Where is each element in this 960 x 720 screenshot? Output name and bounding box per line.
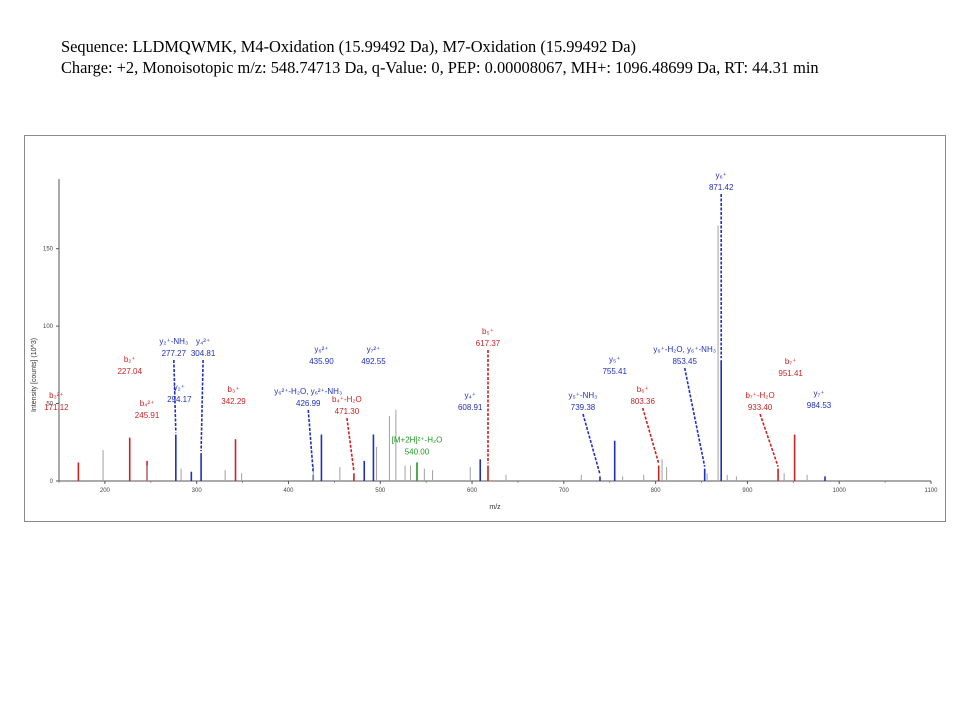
ion-mz-label: 853.45 <box>672 357 697 366</box>
ion-label: b₇⁺-H₂O <box>745 391 774 400</box>
ion-mz-label: 435.90 <box>309 357 334 366</box>
ion-label: y₄⁺ <box>464 391 476 400</box>
peak-annotation: y₆²⁺ 435.90 <box>309 345 334 366</box>
ion-mz-label: 245.91 <box>135 411 160 420</box>
ion-mz-label: 304.81 <box>191 349 216 358</box>
peak-annotation: y₂⁺ 294.17 <box>167 383 192 404</box>
ion-mz-label: 951.41 <box>778 369 803 378</box>
x-tick-label: 400 <box>283 488 294 494</box>
ion-label: [M+2H]²⁺-H₂O <box>392 435 443 444</box>
peak-annotation: b₃⁺ 342.29 <box>221 385 246 406</box>
y-tick-label: 100 <box>43 324 54 330</box>
x-tick-label: 700 <box>559 488 570 494</box>
leader-line <box>346 417 355 472</box>
peak-annotation: b₆⁺ 803.36 <box>630 385 655 406</box>
ion-mz-label: 426.99 <box>296 399 321 408</box>
leader-line <box>582 413 601 475</box>
ion-mz-label: 871.42 <box>709 183 734 192</box>
peak-annotation: y₆⁺ 871.42 <box>709 171 734 192</box>
spectrum-header: Sequence: LLDMQWMK, M4-Oxidation (15.994… <box>61 36 819 78</box>
precursor-info: Charge: +2, Monoisotopic m/z: 548.74713 … <box>61 58 819 77</box>
ion-mz-label: 933.40 <box>748 403 773 412</box>
peak-labels: b₃²⁺ 171.12 b₂⁺ 227.04 b₄²⁺ 245.91 y₂⁺-NH₃ 277.… <box>44 171 832 456</box>
x-tick-label: 300 <box>192 488 203 494</box>
ion-mz-label: 617.37 <box>476 339 501 348</box>
peak-annotation: y₆⁺-H₂O, y₆⁺-NH₃ 853.45 <box>653 345 716 366</box>
ion-mz-label: 171.12 <box>44 403 69 412</box>
peak-annotation: y₇²⁺ 492.55 <box>361 345 386 366</box>
x-axis-label: m/z <box>489 504 501 511</box>
ion-label: b₆⁺ <box>637 385 649 394</box>
ion-label: y₂⁺ <box>174 383 185 392</box>
leader-lines <box>173 194 779 475</box>
peak-annotation: b₃²⁺ 171.12 <box>44 391 69 412</box>
y-tick-label: 0 <box>50 479 54 485</box>
ion-label: y₅⁺-NH₃ <box>569 391 598 400</box>
peak-annotation: b₇⁺-H₂O 933.40 <box>745 391 774 412</box>
spectrum-frame: 200 300 400 500 600 700 800 900 1000 1100 0 50 100 15… <box>24 135 946 522</box>
ion-mz-label: 755.41 <box>602 367 627 376</box>
x-tick-label: 200 <box>100 488 111 494</box>
y-tick-label: 50 <box>46 402 53 408</box>
leader-line <box>200 359 204 452</box>
x-tick-label: 1100 <box>925 488 939 494</box>
ion-label: b₄⁺-H₂O <box>332 395 362 404</box>
ion-label: y₆⁺-H₂O, y₆⁺-NH₃ <box>653 345 716 354</box>
peak-annotation: y₆²⁺-H₂O, y₆²⁺-NH₃ 426.99 <box>274 387 342 408</box>
ion-label: y₄²⁺ <box>196 337 210 346</box>
ion-label: b₄²⁺ <box>140 399 155 408</box>
peak-annotation: y₅⁺-NH₃ 739.38 <box>569 391 598 412</box>
ion-mz-label: 227.04 <box>117 367 142 376</box>
y-axis-label: Intensity [counts] (10^3) <box>31 338 38 412</box>
ion-label: y₅⁺ <box>609 355 620 364</box>
x-tick-label: 1000 <box>833 488 847 494</box>
peak-annotation: b₇⁺ 951.41 <box>778 357 803 378</box>
peak-annotation: b₄⁺-H₂O 471.30 <box>332 395 362 416</box>
peak-annotation: b₄²⁺ 245.91 <box>135 399 160 420</box>
ion-mz-label: 984.53 <box>807 401 832 410</box>
peak-annotation: [M+2H]²⁺-H₂O 540.00 <box>392 435 443 456</box>
ion-label: b₅⁺ <box>482 327 494 336</box>
x-tick-label: 900 <box>742 488 753 494</box>
ion-mz-label: 803.36 <box>630 397 655 406</box>
ion-mz-label: 342.29 <box>221 397 246 406</box>
ion-mz-label: 471.30 <box>335 407 360 416</box>
peak-annotation: y₄²⁺ 304.81 <box>191 337 216 358</box>
peak-annotation: b₂⁺ 227.04 <box>117 355 142 376</box>
leader-line <box>307 409 315 473</box>
peak-annotation: y₇⁺ 984.53 <box>807 389 832 410</box>
ion-label: y₇⁺ <box>814 389 825 398</box>
peak-annotation: y₅⁺ 755.41 <box>602 355 627 376</box>
ion-label: y₇²⁺ <box>367 345 381 354</box>
ms2-spectrum-chart: 200 300 400 500 600 700 800 900 1000 1100 0 50 100 15… <box>31 171 938 511</box>
ion-mz-label: 608.91 <box>458 403 483 412</box>
ion-mz-label: 540.00 <box>405 447 430 456</box>
ion-label: y₆²⁺ <box>314 345 328 354</box>
ion-label: b₂⁺ <box>124 355 136 364</box>
ion-mz-label: 739.38 <box>571 403 596 412</box>
chart-axes: 200 300 400 500 600 700 800 900 1000 1100 0 50 100 15… <box>43 179 938 494</box>
peak-annotation: b₅⁺ 617.37 <box>476 327 501 348</box>
sequence-info: Sequence: LLDMQWMK, M4-Oxidation (15.994… <box>61 37 636 56</box>
ion-label: y₆²⁺-H₂O, y₆²⁺-NH₃ <box>274 387 342 396</box>
ion-mz-label: 277.27 <box>162 349 187 358</box>
x-tick-label: 500 <box>375 488 386 494</box>
leader-line <box>173 359 177 433</box>
ion-mz-label: 294.17 <box>167 395 192 404</box>
ion-label: b₃⁺ <box>228 385 240 394</box>
ion-label: b₇⁺ <box>785 357 796 366</box>
ion-mz-label: 492.55 <box>361 357 386 366</box>
x-tick-label: 600 <box>467 488 478 494</box>
peak-annotation: y₂⁺-NH₃ 277.27 <box>159 337 188 358</box>
ion-label: b₃²⁺ <box>49 391 64 400</box>
peak-annotation: y₄⁺ 608.91 <box>458 391 483 412</box>
ion-label: y₆⁺ <box>715 171 726 180</box>
x-tick-label: 800 <box>651 488 662 494</box>
leader-line <box>759 413 779 467</box>
y-tick-label: 150 <box>43 247 54 253</box>
leader-line <box>641 407 660 464</box>
ion-label: y₂⁺-NH₃ <box>159 337 188 346</box>
peak-layer <box>77 225 826 481</box>
leader-line <box>683 367 706 467</box>
